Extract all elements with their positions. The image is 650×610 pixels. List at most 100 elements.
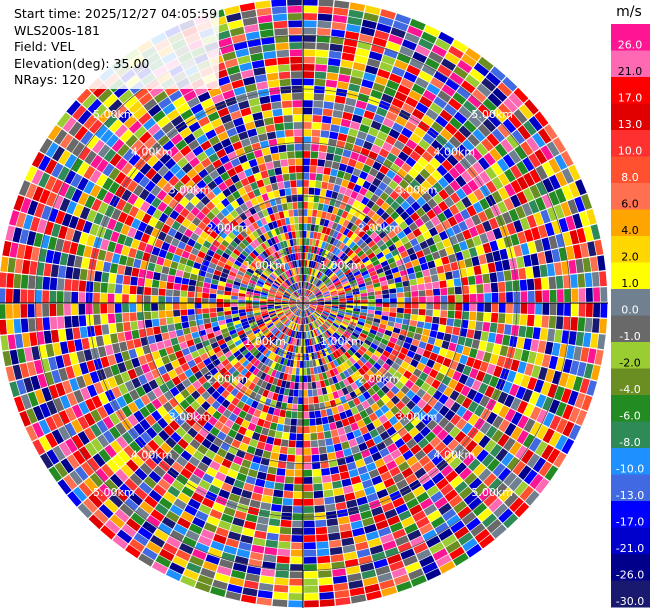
gate-cell — [309, 305, 316, 309]
gate-cell — [332, 301, 339, 303]
gate-cell — [433, 70, 449, 84]
gate-cell — [346, 303, 354, 306]
gate-cell — [489, 443, 503, 458]
gate-cell — [411, 259, 420, 267]
gate-cell — [303, 78, 314, 86]
gate-cell — [374, 290, 382, 296]
gate-cell — [395, 282, 403, 288]
gate-cell — [122, 284, 130, 294]
gate-cell — [328, 314, 336, 320]
gate-cell — [332, 568, 347, 577]
gate-cell — [72, 327, 81, 340]
gate-cell — [331, 161, 340, 170]
gate-cell — [271, 182, 279, 191]
gate-cell — [324, 94, 335, 102]
gate-cell — [330, 554, 344, 563]
gate-cell — [437, 212, 447, 223]
gate-cell — [502, 381, 513, 394]
gate-cell — [267, 168, 276, 177]
gate-cell — [151, 295, 158, 303]
gate-cell — [303, 216, 308, 224]
gate-cell — [308, 275, 312, 283]
gate-cell — [547, 206, 558, 222]
gate-cell — [485, 252, 494, 263]
gate-cell — [458, 125, 472, 138]
gate-cell — [203, 282, 211, 289]
gate-cell — [180, 309, 188, 316]
gate-cell — [316, 166, 324, 174]
gate-cell — [392, 271, 401, 279]
gate-cell — [312, 107, 323, 116]
gate-cell — [322, 204, 329, 212]
gate-cell — [455, 232, 465, 243]
gate-cell — [321, 265, 327, 273]
gate-cell — [482, 351, 492, 363]
gate-cell — [351, 69, 364, 79]
gate-cell — [158, 310, 166, 319]
gate-cell — [431, 121, 444, 134]
gate-cell — [582, 332, 592, 348]
gate-cell — [329, 466, 340, 475]
gate-cell — [58, 329, 67, 342]
gate-cell — [147, 262, 156, 272]
gate-cell — [372, 259, 380, 267]
gate-cell — [565, 215, 576, 231]
gate-cell — [52, 251, 62, 265]
gate-cell — [542, 396, 554, 412]
gate-cell — [403, 370, 413, 380]
gate-cell — [368, 167, 379, 177]
gate-cell — [340, 59, 354, 69]
gate-cell — [361, 196, 370, 206]
gate-cell — [329, 288, 337, 293]
gate-cell — [434, 258, 443, 267]
gate-cell — [360, 306, 368, 310]
gate-cell — [455, 393, 466, 405]
gate-cell — [519, 279, 528, 291]
gate-cell — [554, 154, 568, 171]
gate-cell — [432, 390, 443, 401]
gate-cell — [339, 66, 352, 76]
gate-cell — [287, 454, 295, 462]
gate-cell — [0, 304, 6, 319]
gate-cell — [309, 253, 314, 261]
gate-cell — [145, 270, 154, 280]
gate-cell — [325, 79, 338, 88]
gate-cell — [314, 262, 319, 270]
gate-cell — [479, 198, 490, 210]
gate-cell — [397, 352, 406, 361]
gate-cell — [287, 396, 294, 404]
gate-cell — [521, 202, 533, 217]
gate-cell — [580, 242, 590, 258]
gate-cell — [463, 120, 477, 133]
gate-cell — [385, 216, 394, 225]
gate-cell — [283, 210, 289, 218]
gate-cell — [460, 385, 471, 397]
gate-cell — [389, 336, 398, 344]
gate-cell — [470, 147, 483, 161]
gate-cell — [386, 325, 394, 332]
gate-cell — [472, 89, 487, 103]
gate-cell — [303, 520, 315, 528]
gate-cell — [418, 139, 430, 151]
gate-cell — [415, 250, 425, 259]
gate-cell — [287, 158, 296, 166]
gate-cell — [504, 324, 512, 335]
gate-cell — [264, 58, 277, 67]
gate-cell — [332, 277, 339, 284]
gate-cell — [529, 421, 542, 437]
gate-cell — [479, 361, 489, 373]
gate-cell — [519, 217, 530, 231]
gate-cell — [380, 9, 396, 20]
gate-cell — [502, 118, 517, 134]
gate-cell — [5, 288, 13, 303]
gate-cell — [497, 433, 510, 447]
gate-cell — [324, 300, 332, 302]
gate-cell — [412, 228, 422, 238]
gate-cell — [256, 7, 272, 17]
gate-cell — [312, 476, 322, 484]
gate-cell — [410, 284, 418, 292]
gate-cell — [416, 321, 425, 329]
gate-cell — [27, 289, 35, 303]
gate-cell — [513, 219, 524, 233]
gate-cell — [151, 303, 158, 311]
